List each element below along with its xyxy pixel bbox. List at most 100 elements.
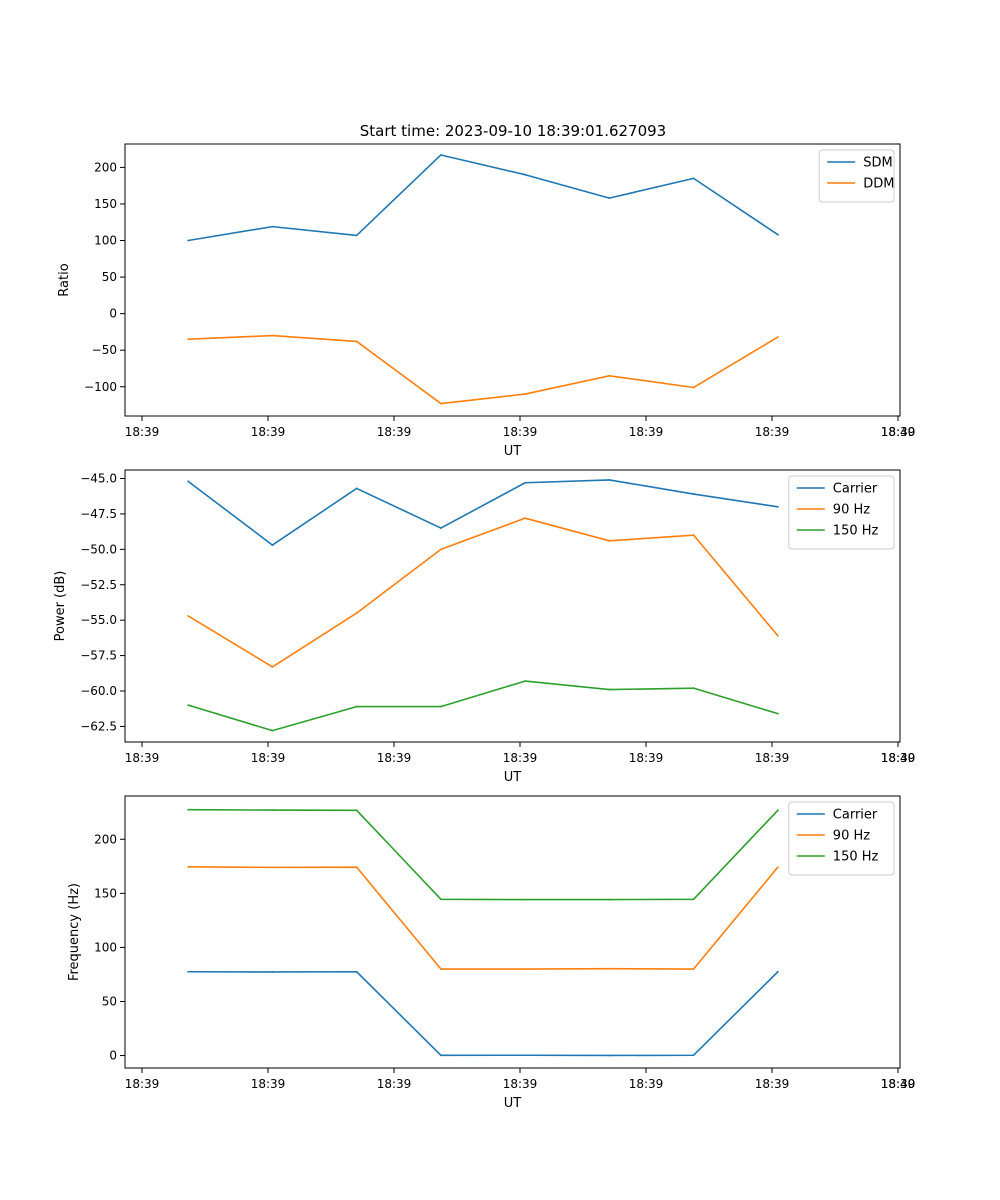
y-tick-label: −47.5	[80, 507, 117, 521]
data-point	[608, 197, 611, 200]
y-tick-label: −62.5	[80, 719, 117, 733]
y-tick-label: 200	[94, 832, 117, 846]
legend-box	[818, 149, 895, 203]
x-axis-label: UT	[504, 1096, 522, 1111]
plot-frame	[124, 143, 901, 417]
data-point	[355, 234, 358, 237]
data-point	[187, 338, 190, 341]
data-point	[271, 334, 274, 337]
data-point	[692, 1054, 695, 1057]
data-point	[187, 480, 190, 483]
series-line-carrier	[188, 970, 779, 1057]
series-line-ddm	[188, 334, 779, 405]
data-point	[355, 487, 358, 490]
data-point	[524, 393, 527, 395]
y-tick-label: −50.0	[80, 542, 117, 556]
data-point	[439, 402, 442, 405]
data-point	[524, 680, 527, 682]
y-tick-label: −57.5	[80, 649, 117, 663]
y-tick-label: 100	[94, 940, 117, 954]
legend: SDM DDM	[818, 149, 895, 203]
data-point	[271, 666, 274, 668]
data-point	[271, 729, 274, 732]
data-point	[776, 866, 779, 869]
data-point	[355, 809, 358, 812]
data-point	[524, 898, 527, 901]
x-tick-label: 18:39	[629, 425, 664, 439]
x-tick-label: 18:39	[881, 751, 916, 765]
data-point	[271, 225, 274, 228]
data-point	[355, 612, 358, 614]
data-point	[776, 634, 779, 637]
x-tick-label: 18:39	[755, 1077, 790, 1091]
data-point	[524, 173, 527, 176]
data-point	[187, 970, 190, 973]
x-tick-label: 18:39	[629, 751, 664, 765]
x-tick-label: 18:39	[251, 751, 286, 765]
y-tick-label: 50	[102, 994, 117, 1008]
y-tick-label: −50	[92, 343, 117, 357]
data-point	[439, 154, 442, 156]
data-point	[608, 374, 611, 377]
data-point	[692, 968, 695, 970]
legend-label: 150 Hz	[833, 524, 879, 539]
x-tick-label: 18:40	[881, 425, 916, 439]
legend-label: Carrier	[833, 808, 878, 823]
data-point	[776, 505, 779, 508]
data-point	[524, 1054, 527, 1057]
chart-panel-1: 18:39 18:39 18:39 18:39 18:39 18:39 18:3918:40…	[57, 143, 916, 459]
x-tick-label: 18:39	[755, 425, 790, 439]
y-axis-label: Frequency (Hz)	[67, 883, 82, 981]
data-point	[439, 1054, 442, 1057]
data-point	[271, 809, 274, 811]
x-axis-label: UT	[504, 770, 522, 785]
series-line-sdm	[188, 154, 779, 242]
x-tick-label: 18:39	[503, 1077, 538, 1091]
legend-label: SDM	[863, 156, 892, 171]
series-line-90-hz	[188, 866, 779, 970]
data-point	[187, 615, 190, 617]
legend-label: 150 Hz	[833, 850, 879, 865]
y-tick-label: −45.0	[80, 472, 117, 486]
x-tick-label: 18:39	[251, 1077, 286, 1091]
data-point	[692, 177, 695, 180]
data-point	[692, 898, 695, 901]
x-axis-label: UT	[504, 444, 522, 459]
x-tick-label: 18:39	[377, 1077, 412, 1091]
series-line-150-hz	[188, 808, 779, 901]
x-tick-label: 18:39	[377, 751, 412, 765]
plot-frame	[124, 469, 901, 743]
data-point	[439, 898, 442, 901]
legend: Carrier 90 Hz 150 Hz	[788, 475, 895, 550]
data-point	[524, 517, 527, 520]
x-tick-label: 18:39	[755, 751, 790, 765]
x-tick-label: 18:40	[881, 751, 916, 765]
x-tick-label: 18:39	[629, 1077, 664, 1091]
data-point	[187, 808, 190, 811]
x-tick-label: 18:39	[125, 1077, 160, 1091]
data-point	[524, 968, 527, 970]
plot-frame	[124, 795, 901, 1069]
data-point	[271, 866, 274, 869]
data-point	[439, 705, 442, 708]
x-tick-label: 18:40	[881, 1077, 916, 1091]
data-point	[608, 967, 611, 970]
data-point	[776, 970, 779, 973]
x-tick-label: 18:39	[251, 425, 286, 439]
y-tick-label: 50	[102, 270, 117, 284]
legend-label: 90 Hz	[833, 829, 870, 844]
y-tick-label: 100	[94, 234, 117, 248]
y-tick-label: −60.0	[80, 684, 117, 698]
y-axis-label: Power (dB)	[53, 571, 68, 642]
y-tick-label: 0	[109, 1049, 117, 1063]
data-point	[692, 534, 695, 537]
series-line-150-hz	[187, 680, 779, 732]
data-point	[439, 548, 442, 551]
x-tick-label: 18:39	[503, 751, 538, 765]
data-point	[187, 865, 190, 868]
data-point	[271, 544, 274, 546]
y-tick-label: −100	[84, 380, 117, 394]
data-point	[776, 336, 779, 338]
y-tick-label: 0	[109, 307, 117, 321]
